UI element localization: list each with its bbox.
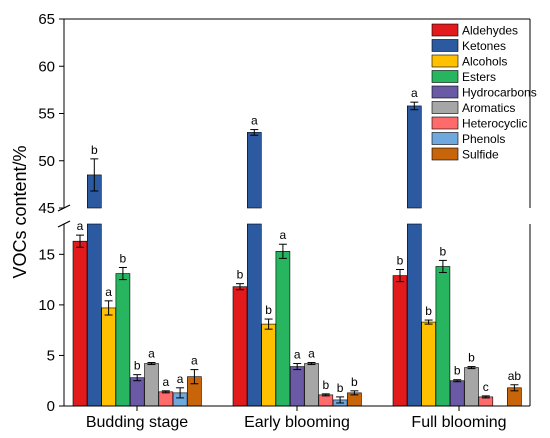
bar-hydrocarbons <box>289 366 305 407</box>
significance-letter: b <box>265 303 272 317</box>
significance-letter: b <box>468 351 475 365</box>
legend-swatch <box>431 132 459 145</box>
bar-alcohols <box>101 307 116 407</box>
significance-letter: ab <box>508 369 522 383</box>
significance-letter: b <box>120 251 127 265</box>
x-tick-label: Budding stage <box>86 414 188 431</box>
legend-entry: Heterocyclic <box>462 117 527 131</box>
legend-swatch <box>431 39 459 52</box>
significance-letter: b <box>397 254 404 268</box>
bar-heterocyclic <box>158 391 174 407</box>
bar-ketones <box>247 223 262 407</box>
y-tick-label: 55 <box>38 106 55 123</box>
legend-swatch <box>431 54 459 68</box>
significance-letter: a <box>411 86 418 100</box>
significance-letter: c <box>483 380 489 394</box>
y-tick-label: 65 <box>38 11 55 28</box>
bar-ketones-upper <box>406 105 422 209</box>
axes-layer <box>57 18 531 411</box>
bar-alcohols <box>261 323 276 407</box>
legend-swatch <box>431 116 459 130</box>
significance-letter: b <box>440 244 447 258</box>
legend-entry: Ketones <box>462 39 506 53</box>
significance-letter: b <box>134 359 141 373</box>
bar-ketones-upper <box>247 132 262 209</box>
significance-letter: b <box>425 304 432 318</box>
legend-swatch <box>431 147 459 161</box>
legend-entry: Aromatics <box>462 101 515 115</box>
significance-letter: b <box>337 381 344 395</box>
legend-entry: Hydrocarbons <box>462 86 537 100</box>
bar-hydrocarbons <box>449 380 465 407</box>
legend-swatch <box>431 85 459 99</box>
y-tick-label: 50 <box>38 153 55 170</box>
bar-esters <box>435 266 451 407</box>
bar-hydrocarbons <box>129 377 145 407</box>
y-tick-label: 10 <box>38 297 55 314</box>
significance-letter: b <box>322 378 329 392</box>
legend-entry: Esters <box>462 70 496 84</box>
bar-esters <box>115 273 131 407</box>
y-tick-label: 60 <box>38 58 55 75</box>
bar-esters <box>275 251 291 407</box>
significance-letter: a <box>308 347 315 361</box>
significance-letter: a <box>280 228 287 242</box>
legend-entry: Phenols <box>462 132 505 146</box>
y-tick-label: 15 <box>38 246 55 263</box>
bar-aromatics <box>304 363 319 407</box>
x-tick-label: Early blooming <box>244 414 350 431</box>
bar-ketones <box>406 223 422 407</box>
y-tick-label: 0 <box>47 398 55 415</box>
significance-letter: b <box>351 375 358 389</box>
x-tick-label: Full blooming <box>411 414 506 431</box>
significance-letter: a <box>177 372 184 386</box>
significance-letter: a <box>162 375 169 389</box>
bar-heterocyclic <box>318 394 334 407</box>
legend-swatch <box>431 101 459 114</box>
significance-letter: a <box>148 347 155 361</box>
legend-entry: Aldehydes <box>462 24 518 38</box>
y-tick-label: 5 <box>47 347 55 364</box>
bar-aldehydes <box>232 286 248 407</box>
significance-letter: b <box>237 268 244 282</box>
significance-letter: a <box>294 348 301 362</box>
y-axis-label: VOCs content/% <box>10 145 30 278</box>
legend-entry: Alcohols <box>462 55 507 69</box>
bars-layer <box>72 101 522 407</box>
bar-aldehydes <box>72 240 88 407</box>
significance-letter: b <box>454 364 461 378</box>
y-tick-label: 45 <box>38 200 55 217</box>
significance-letter: a <box>105 285 112 299</box>
bar-aromatics <box>464 367 479 407</box>
bar-aromatics <box>144 363 159 407</box>
axis-break-mark <box>57 220 71 228</box>
bar-alcohols <box>421 321 436 407</box>
significance-letter: a <box>77 219 84 233</box>
legend-swatch <box>431 23 459 37</box>
legend-entry: Sulfide <box>462 148 499 162</box>
bar-ketones <box>87 223 102 407</box>
bar-aldehydes <box>392 275 408 407</box>
legend-swatch <box>431 70 459 83</box>
significance-letter: a <box>191 354 198 368</box>
significance-letter: a <box>251 114 258 128</box>
significance-letter: b <box>91 143 98 157</box>
